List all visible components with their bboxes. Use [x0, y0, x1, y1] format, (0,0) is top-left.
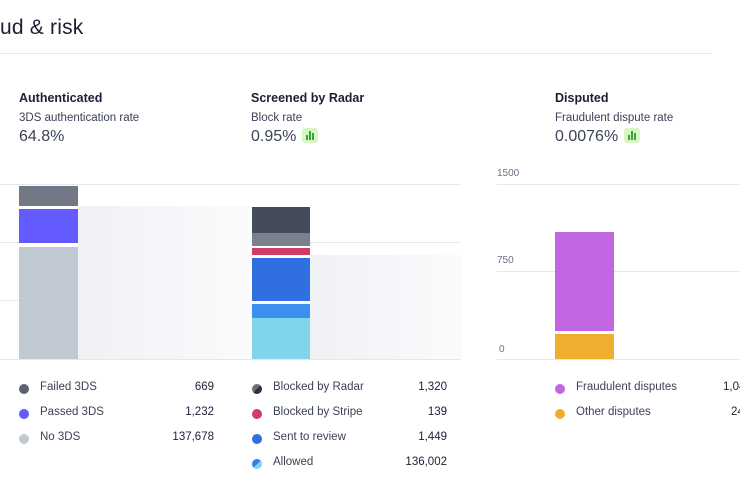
bar-fraudulent-disputes: [555, 232, 614, 331]
disputed-title: Disputed: [555, 91, 609, 105]
y-tick-0: 0: [499, 344, 505, 355]
bar-blocked-by-stripe: [252, 248, 310, 255]
legend-dot: [19, 434, 29, 444]
legend-label: Fraudulent disputes: [576, 381, 678, 393]
legend-item: Failed 3DS 669: [19, 381, 214, 397]
bar-other-disputes: [555, 334, 614, 359]
legend-item: Blocked by Radar 1,320: [252, 381, 447, 397]
title-divider: [0, 53, 712, 54]
dispute-rate-label: Fraudulent dispute rate: [555, 112, 674, 124]
legend-label: Allowed: [273, 456, 314, 468]
funnel-connector: [78, 206, 252, 359]
legend-item: Passed 3DS 1,232: [19, 406, 214, 422]
legend-item: Fraudulent disputes 1,04: [555, 381, 740, 397]
legend-item: No 3DS 137,678: [19, 431, 214, 447]
legend-dot: [555, 384, 565, 394]
bar-allowed-upper: [252, 304, 310, 318]
legend-value: 1,232: [185, 406, 214, 418]
legend-label: No 3DS: [40, 431, 81, 443]
legend-dot: [252, 409, 262, 419]
legend-item: Other disputes 24: [555, 406, 740, 422]
legend-item: Blocked by Stripe 139: [252, 406, 447, 422]
gridline: [497, 184, 740, 185]
legend-label: Blocked by Radar: [273, 381, 364, 393]
bar-sent-to-review: [252, 258, 310, 301]
legend-value: 139: [427, 406, 447, 418]
bar-allowed: [252, 318, 310, 359]
dispute-rate-value: 0.0076%: [555, 128, 619, 145]
bar-blocked-by-radar-secondary: [252, 233, 310, 246]
legend-value: 1,04: [723, 381, 740, 393]
legend-dot: [252, 434, 262, 444]
legend-value: 136,002: [405, 456, 447, 468]
bar-no-3ds: [19, 247, 78, 359]
legend-value: 137,678: [172, 431, 214, 443]
legend-value: 1,320: [418, 381, 447, 393]
gridline: [0, 359, 461, 360]
page-title: ud & risk: [0, 16, 84, 39]
bar-blocked-by-radar: [252, 207, 310, 233]
gridline: [0, 184, 461, 185]
block-rate-value: 0.95%: [251, 128, 297, 145]
gridline: [497, 271, 740, 272]
legend-label: Passed 3DS: [40, 406, 104, 418]
legend-dot: [252, 384, 262, 394]
authenticated-title: Authenticated: [19, 91, 103, 105]
legend-item: Allowed 136,002: [252, 456, 447, 472]
legend-value: 24: [731, 406, 740, 418]
bar-chart-icon[interactable]: [624, 128, 640, 143]
y-tick-1500: 1500: [497, 168, 520, 179]
block-rate-label: Block rate: [251, 112, 303, 124]
legend-item: Sent to review 1,449: [252, 431, 447, 447]
bar-failed-3ds: [19, 186, 78, 206]
legend-dot: [252, 459, 262, 469]
legend-label: Sent to review: [273, 431, 346, 443]
authentication-rate-value: 64.8%: [19, 128, 65, 145]
legend-value: 669: [194, 381, 214, 393]
legend-dot: [19, 409, 29, 419]
bar-chart-icon[interactable]: [302, 128, 318, 143]
authentication-rate-label: 3DS authentication rate: [19, 112, 140, 124]
radar-title: Screened by Radar: [251, 91, 365, 105]
y-tick-750: 750: [497, 255, 514, 266]
legend-dot: [555, 409, 565, 419]
legend-label: Blocked by Stripe: [273, 406, 363, 418]
legend-label: Other disputes: [576, 406, 651, 418]
legend-value: 1,449: [418, 431, 447, 443]
legend-dot: [19, 384, 29, 394]
funnel-connector: [310, 255, 461, 359]
gridline: [497, 359, 740, 360]
bar-passed-3ds: [19, 209, 78, 243]
legend-label: Failed 3DS: [40, 381, 97, 393]
